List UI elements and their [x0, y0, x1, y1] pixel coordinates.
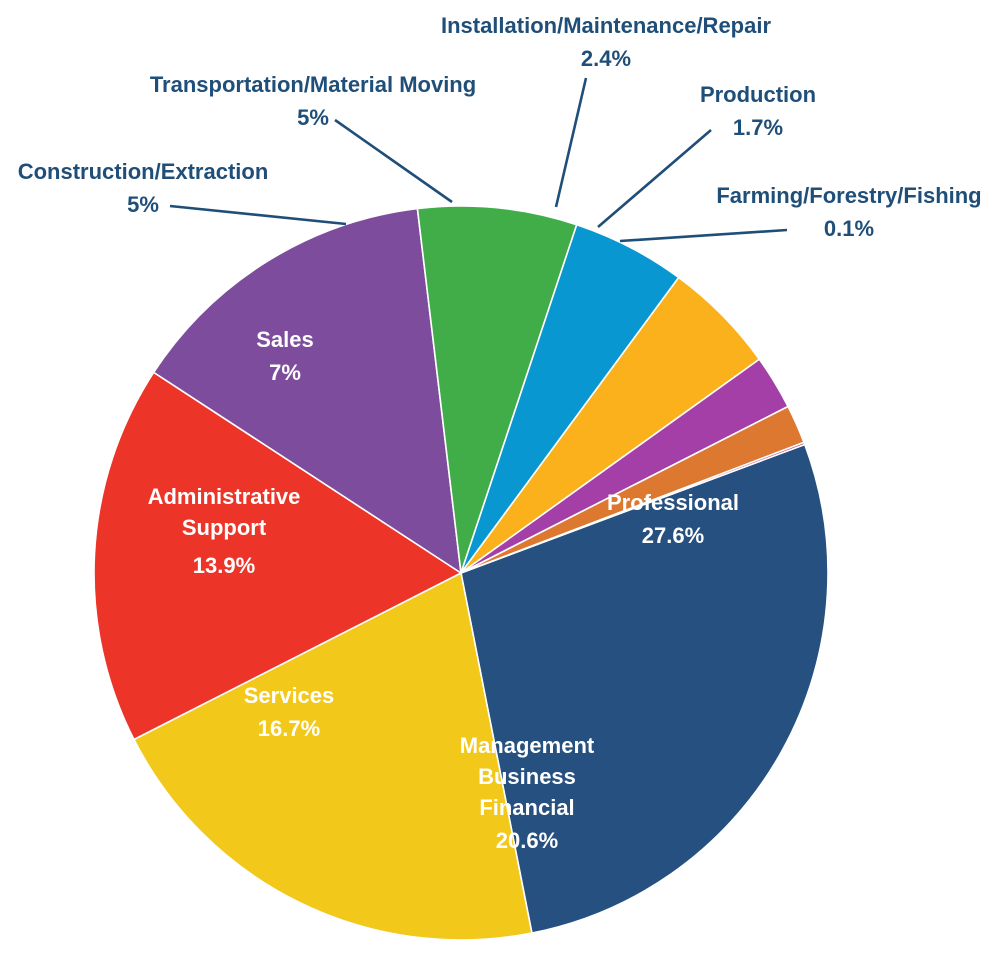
- label-line: Management: [460, 733, 595, 758]
- slice-management-business-financial: [133, 572, 533, 941]
- value-label: 20.6%: [496, 828, 558, 853]
- slice-administrative-support: [152, 207, 462, 574]
- slice-farming-forestry-fishing: [460, 441, 806, 574]
- label-professional: Professional 27.6%: [607, 490, 739, 548]
- value-label: 5%: [127, 192, 159, 217]
- slice-labels: Professional 27.6% Management Business Finan…: [18, 13, 982, 853]
- value-label: 5%: [297, 105, 329, 130]
- label-services: Services 16.7%: [244, 683, 335, 741]
- value-label: 7%: [269, 360, 301, 385]
- label-sales: Sales 7%: [256, 327, 314, 385]
- value-label: 0.1%: [824, 216, 874, 241]
- label-management-business-financial: Management Business Financial 20.6%: [460, 733, 595, 853]
- value-label: 2.4%: [581, 46, 631, 71]
- label-line: Construction/Extraction: [18, 159, 269, 184]
- label-line: Transportation/Material Moving: [150, 72, 476, 97]
- slice-sales: [416, 205, 578, 574]
- label-line: Administrative: [148, 484, 301, 509]
- label-transportation-material-moving: Transportation/Material Moving 5%: [150, 72, 476, 130]
- label-line: Production: [700, 82, 816, 107]
- pie-slices: [93, 205, 829, 941]
- label-line: Support: [182, 515, 267, 540]
- leader-line-installation-maintenance-repair: [554, 77, 588, 208]
- label-farming-forestry-fishing: Farming/Forestry/Fishing 0.1%: [716, 183, 981, 241]
- value-label: 27.6%: [642, 523, 704, 548]
- label-line: Services: [244, 683, 335, 708]
- leader-line-construction-extraction: [169, 204, 347, 226]
- label-line: Sales: [256, 327, 314, 352]
- leader-line-farming-forestry-fishing: [619, 228, 788, 243]
- label-line: Farming/Forestry/Fishing: [716, 183, 981, 208]
- slice-professional: [460, 443, 829, 934]
- leader-line-production: [597, 129, 712, 228]
- value-label: 16.7%: [258, 716, 320, 741]
- label-installation-maintenance-repair: Installation/Maintenance/Repair 2.4%: [441, 13, 772, 71]
- leader-lines: [169, 77, 788, 243]
- label-line: Professional: [607, 490, 739, 515]
- label-line: Financial: [479, 795, 574, 820]
- slice-services: [93, 371, 462, 741]
- value-label: 13.9%: [193, 553, 255, 578]
- label-line: Business: [478, 764, 576, 789]
- label-construction-extraction: Construction/Extraction 5%: [18, 159, 269, 217]
- label-administrative-support: Administrative Support 13.9%: [148, 484, 301, 578]
- value-label: 1.7%: [733, 115, 783, 140]
- label-line: Installation/Maintenance/Repair: [441, 13, 772, 38]
- leader-line-transportation-material-moving: [334, 118, 453, 204]
- label-production: Production 1.7%: [700, 82, 816, 140]
